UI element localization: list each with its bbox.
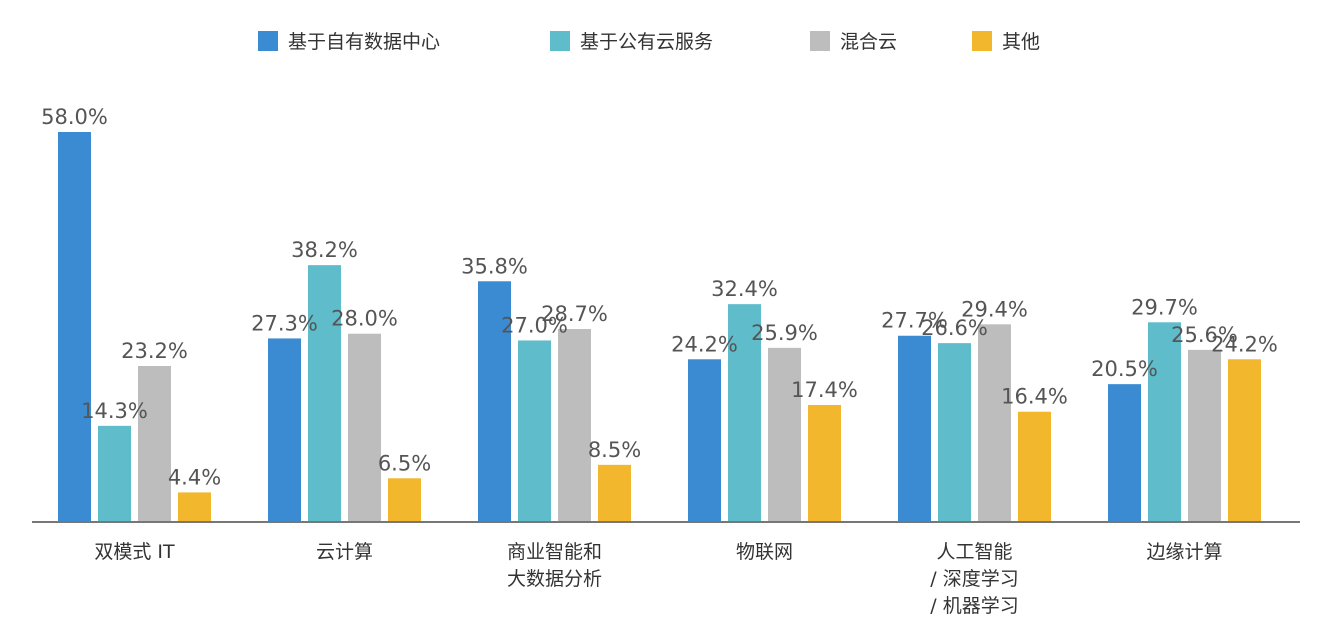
legend-label-0: 基于自有数据中心 (288, 31, 440, 53)
value-label-2-3: 25.9% (751, 321, 818, 345)
bar-0-0 (58, 132, 91, 522)
value-label-1-4: 26.6% (921, 316, 988, 340)
chart-legend: 基于自有数据中心 基于公有云服务 混合云 其他 (258, 31, 1040, 53)
bar-2-4 (978, 324, 1011, 522)
bar-1-0 (98, 425, 131, 522)
value-label-2-2: 28.7% (541, 302, 608, 326)
bar-1-2 (518, 340, 551, 522)
legend-swatch-3 (972, 31, 992, 51)
legend-swatch-0 (258, 31, 278, 51)
value-label-0-1: 27.3% (251, 311, 318, 335)
bar-1-5 (1148, 322, 1181, 522)
value-label-3-5: 24.2% (1211, 332, 1278, 356)
value-label-3-3: 17.4% (791, 378, 858, 402)
bar-2-3 (768, 347, 801, 522)
value-label-1-3: 32.4% (711, 277, 778, 301)
value-label-2-5: 25.6% (1171, 323, 1238, 347)
bar-3-0 (178, 492, 211, 522)
legend-swatch-1 (550, 31, 570, 51)
value-label-0-2: 35.8% (461, 254, 528, 278)
category-label-1-line-0: 云计算 (316, 541, 373, 563)
legend-swatch-2 (810, 31, 830, 51)
category-label-4-line-2: / 机器学习 (930, 595, 1018, 617)
bar-3-2 (598, 464, 631, 522)
value-label-2-1: 28.0% (331, 307, 398, 331)
value-label-3-4: 16.4% (1001, 385, 1068, 409)
bar-2-1 (348, 333, 381, 522)
legend-label-1: 基于公有云服务 (580, 31, 713, 53)
value-label-1-5: 29.7% (1131, 295, 1198, 319)
bar-0-1 (268, 338, 301, 522)
bar-3-4 (1018, 411, 1051, 522)
bar-1-1 (308, 265, 341, 522)
category-label-0-line-0: 双模式 IT (94, 541, 175, 563)
value-label-2-4: 29.4% (961, 297, 1028, 321)
bar-0-3 (688, 359, 721, 522)
bar-3-1 (388, 478, 421, 522)
bar-marks (58, 132, 1261, 522)
value-label-2-0: 23.2% (121, 339, 188, 363)
bar-1-3 (728, 304, 761, 522)
value-labels: 58.0% 14.3% 23.2% 4.4% 27.3% 38.2% 28.0% 6.5% 35… (41, 105, 1278, 489)
bar-0-4 (898, 335, 931, 522)
value-label-1-1: 38.2% (291, 238, 358, 262)
bar-3-3 (808, 405, 841, 522)
value-label-0-3: 24.2% (671, 332, 738, 356)
bar-0-2 (478, 281, 511, 522)
category-label-3-line-0: 物联网 (736, 541, 793, 563)
category-label-2-line-1: 大数据分析 (507, 568, 602, 590)
bar-1-4 (938, 343, 971, 522)
bar-2-2 (558, 329, 591, 522)
legend-label-3: 其他 (1002, 31, 1040, 53)
value-label-3-1: 6.5% (378, 451, 431, 475)
bar-0-5 (1108, 384, 1141, 522)
category-label-5-line-0: 边缘计算 (1146, 541, 1222, 563)
category-label-4-line-0: 人工智能 (936, 541, 1012, 563)
bar-2-0 (138, 366, 171, 522)
value-label-3-0: 4.4% (168, 465, 221, 489)
value-label-0-5: 20.5% (1091, 357, 1158, 381)
value-label-0-4: 27.7% (881, 309, 948, 333)
value-label-0-0: 58.0% (41, 105, 108, 129)
value-label-3-2: 8.5% (588, 438, 641, 462)
bar-2-5 (1188, 349, 1221, 522)
value-label-1-0: 14.3% (81, 399, 148, 423)
legend-label-2: 混合云 (840, 31, 897, 53)
category-label-4-line-1: / 深度学习 (930, 568, 1018, 590)
value-label-1-2: 27.0% (501, 313, 568, 337)
bar-3-5 (1228, 359, 1261, 522)
category-label-2-line-0: 商业智能和 (507, 541, 602, 563)
